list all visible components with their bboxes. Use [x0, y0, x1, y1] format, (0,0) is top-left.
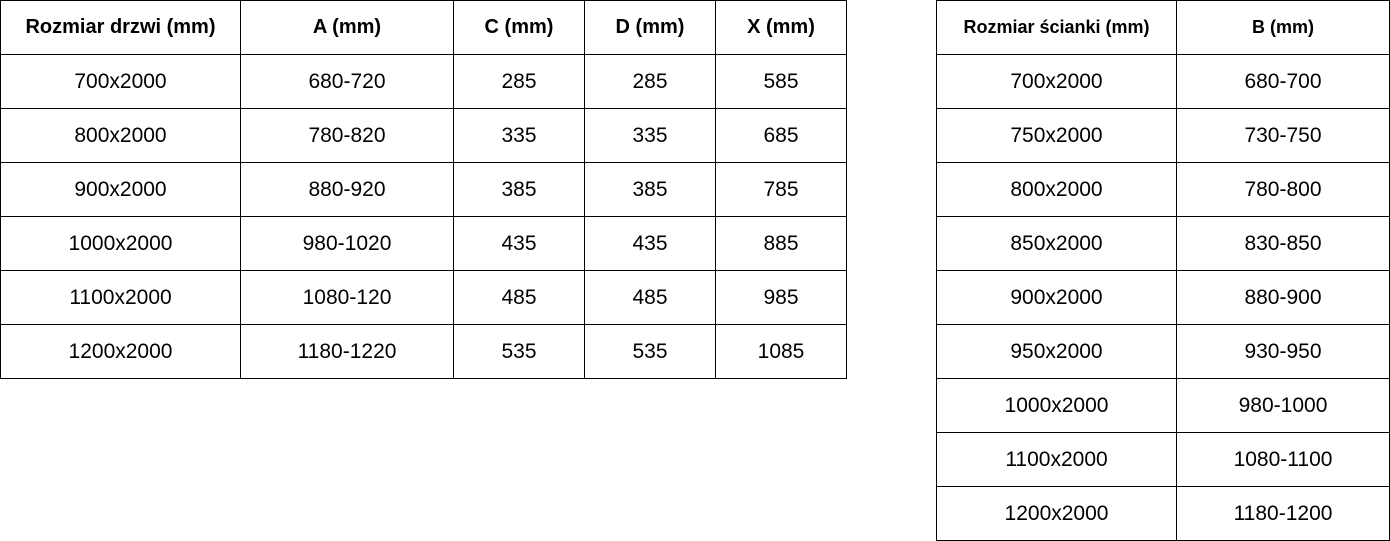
table-cell: 335 — [584, 108, 716, 163]
table-cell: 780-820 — [240, 108, 454, 163]
table-cell: 1180-1200 — [1176, 486, 1390, 541]
table-cell: 485 — [584, 270, 716, 325]
column-header: B (mm) — [1176, 0, 1390, 55]
table-cell: 780-800 — [1176, 162, 1390, 217]
table-row: 1100x2000 1080-120 485 485 985 — [0, 270, 847, 325]
wall-size-table: Rozmiar ścianki (mm) B (mm) 700x2000 680-7… — [936, 0, 1390, 541]
table-cell: 1085 — [715, 324, 847, 379]
table-cell: 680-720 — [240, 54, 454, 109]
table-cell: 1080-1100 — [1176, 432, 1390, 487]
table-cell: 285 — [584, 54, 716, 109]
table-row: 1200x2000 1180-1220 535 535 1085 — [0, 324, 847, 379]
table-cell: 685 — [715, 108, 847, 163]
table-row: 1100x2000 1080-1100 — [936, 432, 1390, 487]
table-row: 1000x2000 980-1020 435 435 885 — [0, 216, 847, 271]
table-cell: 750x2000 — [936, 108, 1177, 163]
table-cell: 950x2000 — [936, 324, 1177, 379]
table-cell: 880-900 — [1176, 270, 1390, 325]
table-cell: 1180-1220 — [240, 324, 454, 379]
table-cell: 1200x2000 — [0, 324, 241, 379]
table-cell: 730-750 — [1176, 108, 1390, 163]
table-cell: 535 — [584, 324, 716, 379]
door-size-table: Rozmiar drzwi (mm) A (mm) C (mm) D (mm) X (m… — [0, 0, 847, 379]
table-row: 850x2000 830-850 — [936, 216, 1390, 271]
table-cell: 985 — [715, 270, 847, 325]
table-cell: 485 — [453, 270, 585, 325]
table-row: 750x2000 730-750 — [936, 108, 1390, 163]
table-row: 700x2000 680-720 285 285 585 — [0, 54, 847, 109]
table-cell: 585 — [715, 54, 847, 109]
table-row: 900x2000 880-920 385 385 785 — [0, 162, 847, 217]
column-header: X (mm) — [715, 0, 847, 55]
table-cell: 535 — [453, 324, 585, 379]
table-row: 800x2000 780-820 335 335 685 — [0, 108, 847, 163]
table-cell: 885 — [715, 216, 847, 271]
table-cell: 930-950 — [1176, 324, 1390, 379]
table-cell: 700x2000 — [936, 54, 1177, 109]
table-cell: 800x2000 — [936, 162, 1177, 217]
table-cell: 435 — [453, 216, 585, 271]
table-cell: 800x2000 — [0, 108, 241, 163]
table-cell: 335 — [453, 108, 585, 163]
header-row: Rozmiar ścianki (mm) B (mm) — [936, 0, 1390, 55]
table-cell: 900x2000 — [0, 162, 241, 217]
table-cell: 1080-120 — [240, 270, 454, 325]
table-row: 700x2000 680-700 — [936, 54, 1390, 109]
table-cell: 1100x2000 — [0, 270, 241, 325]
table-cell: 850x2000 — [936, 216, 1177, 271]
column-header: Rozmiar drzwi (mm) — [0, 0, 241, 55]
table-cell: 385 — [453, 162, 585, 217]
table-cell: 1000x2000 — [0, 216, 241, 271]
table-cell: 830-850 — [1176, 216, 1390, 271]
table-cell: 385 — [584, 162, 716, 217]
table-cell: 1000x2000 — [936, 378, 1177, 433]
table-cell: 785 — [715, 162, 847, 217]
table-cell: 880-920 — [240, 162, 454, 217]
table-cell: 285 — [453, 54, 585, 109]
table-cell: 1200x2000 — [936, 486, 1177, 541]
column-header: Rozmiar ścianki (mm) — [936, 0, 1177, 55]
table-row: 900x2000 880-900 — [936, 270, 1390, 325]
table-row: 1200x2000 1180-1200 — [936, 486, 1390, 541]
table-cell: 980-1000 — [1176, 378, 1390, 433]
column-header: A (mm) — [240, 0, 454, 55]
header-row: Rozmiar drzwi (mm) A (mm) C (mm) D (mm) X (m… — [0, 0, 847, 55]
column-header: D (mm) — [584, 0, 716, 55]
table-cell: 900x2000 — [936, 270, 1177, 325]
table-row: 800x2000 780-800 — [936, 162, 1390, 217]
table-cell: 1100x2000 — [936, 432, 1177, 487]
table-cell: 435 — [584, 216, 716, 271]
table-row: 950x2000 930-950 — [936, 324, 1390, 379]
table-cell: 680-700 — [1176, 54, 1390, 109]
table-cell: 700x2000 — [0, 54, 241, 109]
table-row: 1000x2000 980-1000 — [936, 378, 1390, 433]
table-cell: 980-1020 — [240, 216, 454, 271]
column-header: C (mm) — [453, 0, 585, 55]
